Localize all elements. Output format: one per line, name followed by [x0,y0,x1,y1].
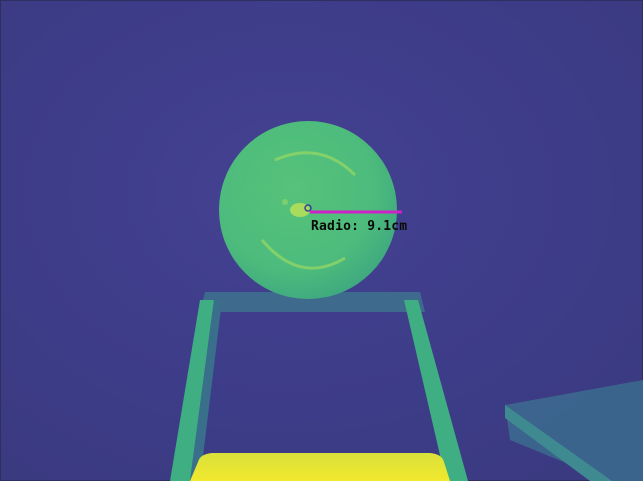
sphere-highlight-arc-top [274,151,357,177]
radius-label-text: Radio: [311,219,360,234]
radius-label: Radio: 9.1cm [311,219,407,234]
stand-left-leg-shadow [190,300,222,481]
radius-value: 9.1cm [367,219,408,234]
stand-left-leg [170,300,214,481]
corner-shelf [505,380,643,481]
sphere-dot [282,199,288,205]
sphere-highlight-arc-bottom [260,239,346,270]
base-block [190,453,450,481]
corner-shelf-edge [505,405,612,481]
stand-platform [200,292,425,312]
stand-right-leg [404,300,468,481]
center-marker [304,204,312,212]
